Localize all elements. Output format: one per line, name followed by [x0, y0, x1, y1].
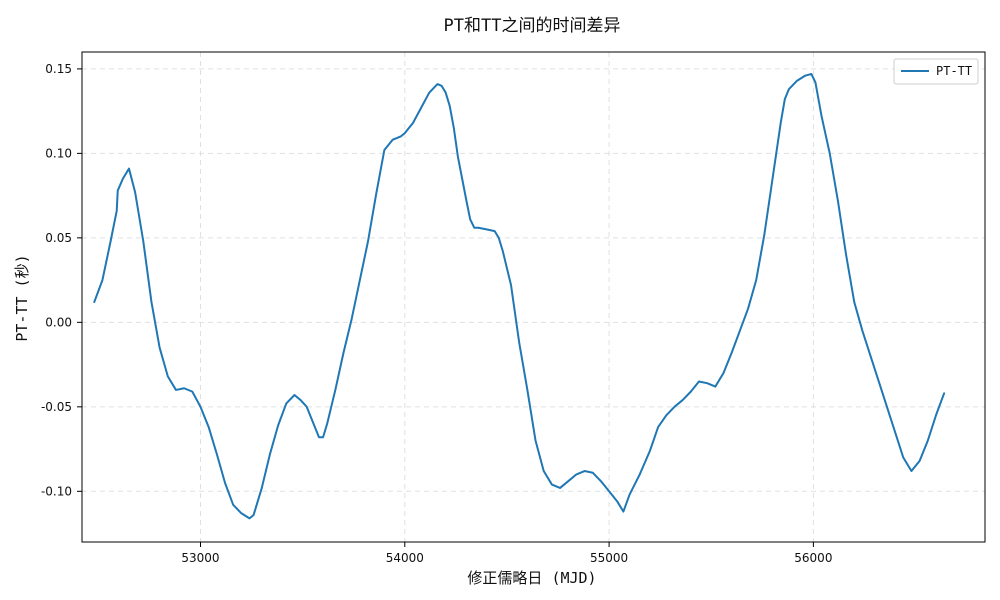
- x-tick-label: 56000: [794, 551, 832, 565]
- plot-frame: [81, 51, 986, 543]
- y-axis-label: PT-TT (秒): [13, 254, 31, 341]
- y-tick-label: -0.05: [41, 400, 72, 414]
- y-tick-label: 0.15: [45, 62, 72, 76]
- y-tick-label: 0.00: [45, 315, 72, 329]
- x-tick-label: 53000: [181, 551, 219, 565]
- legend-box: [893, 58, 979, 85]
- y-tick-label: -0.10: [41, 484, 72, 498]
- y-tick-label: 0.10: [45, 146, 72, 160]
- y-tick-label: 0.05: [45, 231, 72, 245]
- x-tick-label: 54000: [386, 551, 424, 565]
- x-tick-label: 55000: [590, 551, 628, 565]
- legend-label-pt-tt: PT-TT: [936, 64, 972, 78]
- legend: PT-TT: [893, 58, 979, 85]
- chart-title: PT和TT之间的时间差异: [444, 16, 621, 36]
- x-axis-label: 修正儒略日 (MJD): [467, 569, 596, 587]
- pt-tt-series-line: [93, 72, 946, 520]
- grid-layer: [82, 52, 985, 542]
- y-axis-ticks: -0.10 -0.05 0.00 0.05 0.10 0.15: [41, 62, 82, 498]
- x-axis-ticks: 53000 54000 55000 56000: [181, 542, 832, 565]
